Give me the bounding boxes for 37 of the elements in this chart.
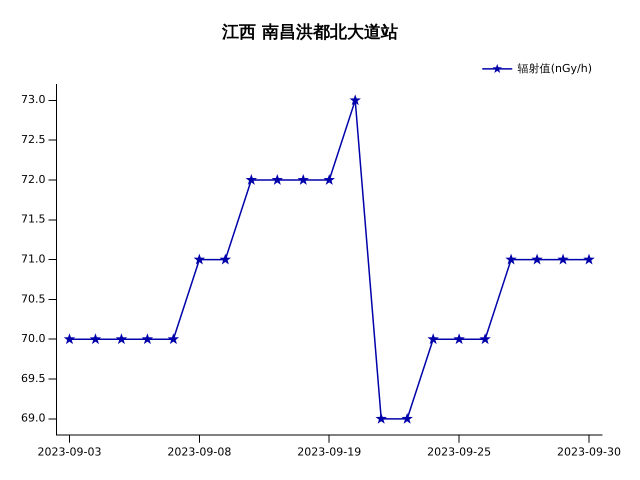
point [116, 333, 128, 344]
chart-title: 江西 南昌洪都北大道站 [221, 22, 398, 43]
y-tick-label: 72.5 [20, 133, 46, 146]
point [220, 254, 232, 264]
x-tick-label: 2023-09-03 [38, 445, 102, 458]
point [350, 94, 361, 106]
point [531, 254, 543, 264]
point [557, 254, 569, 264]
point [427, 333, 439, 344]
point [401, 412, 413, 424]
point [142, 333, 154, 344]
x-tick-label: 2023-09-30 [557, 445, 621, 458]
x-tick-label: 2023-09-19 [297, 445, 362, 458]
point [298, 174, 309, 185]
y-tick-label: 70.0 [20, 332, 46, 346]
point [583, 254, 595, 264]
point [324, 174, 335, 185]
x-tick-label: 2023-09-08 [167, 445, 232, 458]
y-tick-label: 71.0 [20, 252, 46, 266]
x-tick-label: 2023-09-25 [427, 445, 492, 458]
point [64, 333, 76, 344]
point [479, 333, 491, 344]
point [453, 333, 465, 344]
point [375, 412, 387, 424]
y-tick-label: 69.0 [20, 412, 46, 425]
point [272, 174, 283, 185]
y-tick-label: 70.5 [20, 292, 46, 306]
y-tick-label: 69.5 [20, 372, 46, 385]
point [194, 254, 206, 264]
y-tick-label: 72.0 [20, 172, 46, 186]
point [246, 174, 258, 185]
y-tick-label: 71.5 [20, 212, 46, 226]
y-tick-label: 73.0 [20, 93, 46, 106]
point [168, 333, 180, 344]
point [505, 254, 517, 264]
legend-label: 辐射值(nGy/h) [518, 62, 592, 75]
point [90, 333, 102, 344]
